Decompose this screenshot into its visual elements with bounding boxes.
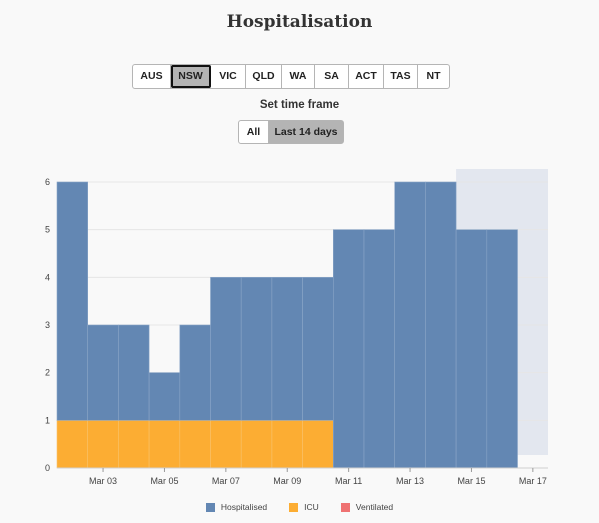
x-tick-label: Mar 11 [335,476,362,486]
x-tick-label: Mar 05 [150,476,178,486]
timeframe-label: Set time frame [259,99,340,111]
region-selector: AUS NSW VIC QLD WA SA ACT TAS NT [132,64,450,89]
timeframe-selector: All Last 14 days [238,120,344,144]
bar-icu[interactable] [210,420,242,469]
page-title: Hospitalisation [226,12,373,32]
bar-icu[interactable] [118,420,150,469]
y-tick-label: 3 [45,320,50,330]
bar-hospitalised[interactable] [363,229,396,469]
legend-label-ventilated: Ventilated [355,502,394,512]
bar-hospitalised[interactable] [179,324,211,421]
region-button-act[interactable]: ACT [349,65,384,88]
x-tick-label: Mar 15 [457,476,485,486]
region-button-aus[interactable]: AUS [133,65,171,88]
bar-hospitalised[interactable] [87,324,119,421]
legend-swatch-hospitalised [205,502,215,512]
legend-item-hospitalised[interactable]: Hospitalised [205,502,268,512]
bar-icu[interactable] [87,420,119,469]
bar-icu[interactable] [240,420,273,469]
region-button-tas[interactable]: TAS [384,65,418,88]
region-button-wa[interactable]: WA [282,65,315,88]
legend-label-hospitalised: Hospitalised [220,502,268,512]
bar-hospitalised[interactable] [425,181,457,469]
y-tick-label: 0 [45,463,50,473]
bar-icu[interactable] [302,420,334,469]
bar-hospitalised[interactable] [394,181,426,469]
region-button-qld[interactable]: QLD [246,65,282,88]
legend-swatch-icu [289,502,299,512]
bar-hospitalised[interactable] [56,181,89,421]
bar-hospitalised[interactable] [455,229,488,469]
x-tick-label: Mar 07 [212,476,240,486]
y-tick-label: 1 [45,415,50,425]
y-tick-label: 6 [45,177,50,187]
bar-hospitalised[interactable] [332,229,365,469]
bar-hospitalised[interactable] [210,277,242,421]
bar-icu[interactable] [179,420,211,469]
x-tick-label: Mar 17 [519,476,547,486]
y-tick-label: 2 [45,368,50,378]
legend-item-icu[interactable]: ICU [289,502,319,512]
x-tick-label: Mar 03 [89,476,117,486]
timeframe-last-14-days-button[interactable]: Last 14 days [269,121,343,143]
region-button-nt[interactable]: NT [426,70,441,82]
bar-icu[interactable] [56,420,89,469]
bar-hospitalised[interactable] [486,229,518,469]
legend-item-ventilated[interactable]: Ventilated [340,502,394,512]
region-button-vic[interactable]: VIC [211,65,246,88]
bar-hospitalised[interactable] [240,277,273,421]
bar-hospitalised[interactable] [118,324,150,421]
bar-hospitalised[interactable] [148,372,181,421]
bar-hospitalised[interactable] [302,277,334,421]
bar-hospitalised[interactable] [271,277,303,421]
legend-swatch-ventilated [340,502,350,512]
region-button-sa[interactable]: SA [315,65,349,88]
y-tick-label: 4 [45,272,50,282]
legend-label-icu: ICU [304,502,319,512]
hospitalisation-chart: 0 1 2 3 4 5 6 Mar 03 Mar 05 Mar 07 Mar 09 Mar 11 Mar… [45,169,548,486]
bar-icu[interactable] [148,420,181,469]
y-tick-label: 5 [45,225,50,235]
timeframe-all-button[interactable]: All [239,121,269,143]
region-button-nsw[interactable]: NSW [171,65,211,88]
x-tick-label: Mar 13 [396,476,424,486]
bar-icu[interactable] [271,420,303,469]
chart-legend: Hospitalised ICU Ventilated [0,502,599,512]
x-tick-label: Mar 09 [273,476,301,486]
